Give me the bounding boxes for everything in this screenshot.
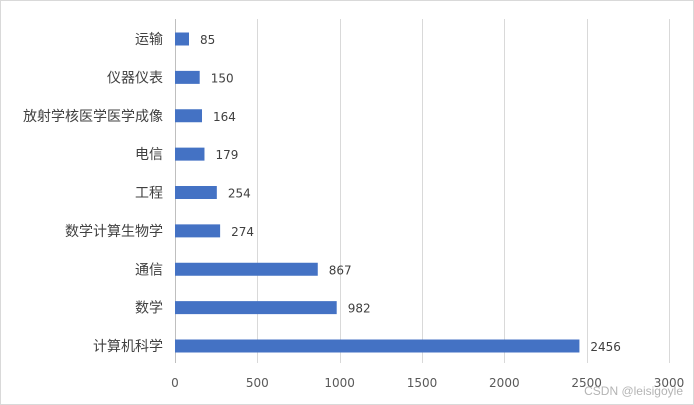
x-tick-label: 1500 [407, 376, 438, 390]
x-tick-label: 500 [246, 376, 269, 390]
bar [175, 70, 200, 84]
data-label: 179 [215, 148, 238, 162]
category-label: 放射学核医学医学成像 [23, 109, 163, 125]
data-label: 2456 [590, 340, 621, 354]
bar [175, 339, 580, 353]
x-tick-label: 0 [171, 376, 179, 390]
category-label: 计算机科学 [93, 339, 163, 355]
bar [175, 186, 217, 199]
data-label: 254 [228, 187, 251, 201]
data-label: 867 [329, 263, 352, 277]
category-label: 工程 [135, 186, 163, 202]
category-label: 数学计算生物学 [65, 224, 163, 240]
data-label: 274 [231, 225, 254, 239]
category-label: 运输 [135, 32, 163, 48]
data-label: 85 [200, 33, 215, 47]
x-tick-label: 2000 [489, 376, 520, 390]
data-label: 150 [211, 71, 234, 85]
x-tick-label: 1000 [324, 376, 355, 390]
bar [175, 262, 318, 276]
bar [175, 224, 221, 238]
data-label: 164 [213, 110, 236, 124]
category-label: 数学 [135, 301, 163, 317]
watermark: CSDN @leisigoyle [584, 384, 683, 398]
category-label: 仪器仪表 [107, 70, 163, 86]
bar [175, 147, 205, 161]
category-label: 电信 [135, 147, 163, 163]
bar [175, 32, 189, 46]
bar [175, 301, 337, 315]
x-tick-label: 2500 [571, 376, 602, 390]
category-label: 通信 [135, 262, 163, 278]
x-tick-label: 3000 [654, 376, 685, 390]
data-label: 982 [348, 302, 371, 316]
bar [175, 109, 203, 123]
